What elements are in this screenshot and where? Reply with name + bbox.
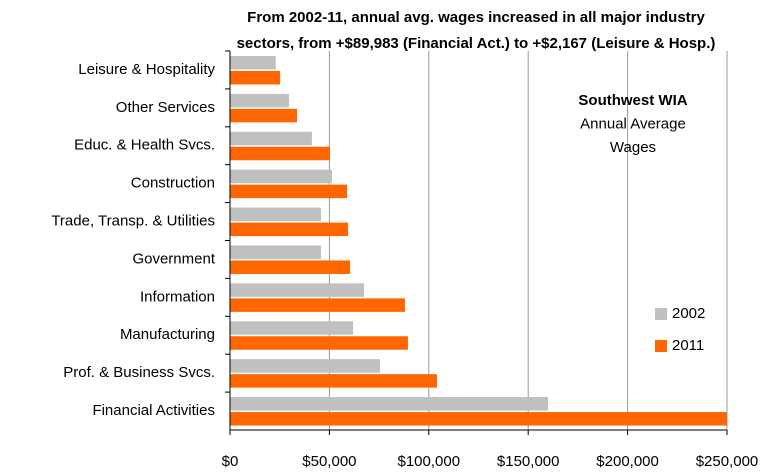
bar: [230, 336, 408, 350]
legend-swatch: [655, 340, 667, 352]
x-tick-label: $50,000: [302, 453, 356, 470]
y-tick-label: Prof. & Business Svcs.: [63, 364, 215, 381]
y-tick-label: Trade, Transp. & Utilities: [51, 213, 215, 230]
x-tick-label: $150,000: [497, 453, 560, 470]
chart-title: sectors, from +$89,983 (Financial Act.) …: [237, 35, 716, 52]
annotation: Southwest WIA: [578, 92, 687, 109]
x-tick-label: $200,000: [596, 453, 659, 470]
bar: [230, 359, 381, 373]
bar: [230, 70, 281, 85]
bar: [230, 321, 354, 335]
y-tick-label: Construction: [131, 175, 215, 192]
chart-title: From 2002-11, annual avg. wages increase…: [247, 9, 705, 26]
y-tick-label: Financial Activities: [92, 402, 215, 419]
annotation: Annual Average: [580, 115, 686, 132]
y-tick-label: Government: [132, 250, 215, 267]
bar: [230, 93, 290, 108]
bar: [230, 298, 405, 312]
bar: [230, 169, 332, 184]
legend-label: 2002: [672, 305, 705, 322]
y-tick-label: Manufacturing: [120, 326, 215, 343]
bar: [230, 283, 364, 297]
legend-label: 2011: [672, 337, 704, 354]
bar: [230, 55, 276, 70]
bar: [230, 245, 322, 259]
y-tick-label: Educ. & Health Svcs.: [74, 137, 215, 154]
bar: [230, 260, 351, 274]
y-tick-label: Other Services: [116, 99, 215, 116]
x-tick-label: $0: [222, 453, 239, 470]
bar: [230, 374, 437, 388]
bar: [230, 184, 348, 199]
bar: [230, 131, 312, 146]
legend-swatch: [655, 308, 667, 320]
y-tick-label: Leisure & Hospitality: [78, 61, 215, 78]
annotation: Wages: [610, 139, 656, 156]
bar: [230, 146, 330, 161]
bar: [230, 108, 297, 123]
x-tick-label: $250,000: [696, 453, 759, 470]
y-tick-label: Information: [140, 288, 215, 305]
bar: [230, 207, 322, 222]
bar: [230, 222, 349, 237]
x-tick-label: $100,000: [398, 453, 461, 470]
bar: [230, 412, 727, 426]
bar: [230, 397, 549, 411]
